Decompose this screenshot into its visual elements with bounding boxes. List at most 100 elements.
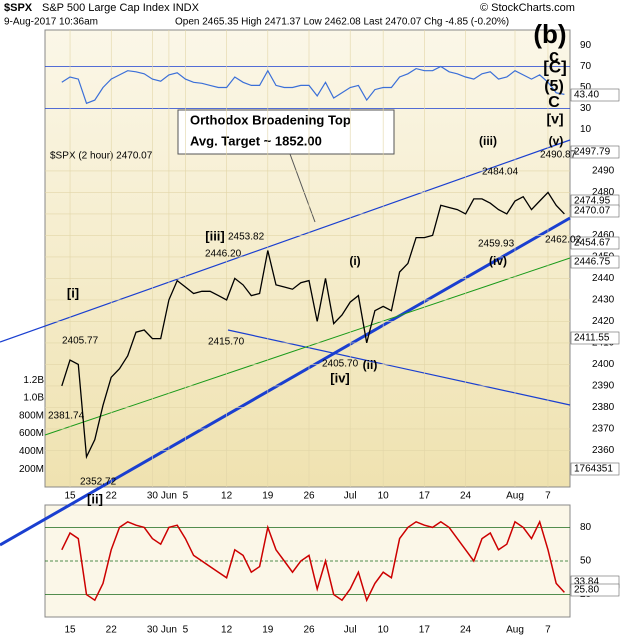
rsi-last: 43.40 [574, 90, 599, 101]
price-label-box [570, 236, 620, 250]
x-tick-label: 12 [221, 625, 233, 636]
wave-label: (iv) [489, 254, 507, 268]
osc-last-box [570, 583, 620, 597]
wave-label: (b) [533, 19, 566, 49]
x-tick-label: 12 [221, 491, 233, 502]
y-tick-label: 2430 [592, 295, 615, 306]
point-label: 2453.82 [228, 232, 265, 243]
y-tick-label: 2440 [592, 273, 615, 284]
x-tick-label: 26 [303, 491, 315, 502]
volume-last: 1764351 [574, 464, 613, 475]
wave-label: [v] [546, 111, 563, 127]
price-label: 2497.79 [574, 147, 611, 158]
wave-label: c [549, 46, 559, 66]
rsi-tick-label: 50 [580, 82, 592, 93]
y-tick-label: 2460 [592, 230, 615, 241]
credit: © StockCharts.com [480, 2, 575, 14]
subtitle: S&P 500 Large Cap Index INDX [42, 2, 200, 14]
y-tick-label: 2400 [592, 359, 615, 370]
price-label: 2474.95 [574, 196, 611, 207]
wave-label: (i) [349, 254, 360, 268]
wave-label: (iii) [479, 134, 497, 148]
wave-label: [iv] [330, 370, 350, 385]
price-label-box [570, 255, 620, 269]
price-label-box [570, 145, 620, 159]
x-tick-label: 19 [262, 625, 274, 636]
point-label: 2490.87 [540, 150, 577, 161]
x-tick-label: Aug [506, 625, 524, 636]
volume-tick-label: 1.0B [23, 393, 44, 404]
osc-tick-label: 50 [580, 556, 592, 567]
wave-label: (5) [544, 78, 564, 95]
date: 9-Aug-2017 10:36am [4, 17, 98, 28]
price-line [61, 191, 565, 460]
x-tick-label: 15 [64, 625, 76, 636]
point-label: 2381.74 [48, 411, 85, 422]
oscillator-line [61, 519, 565, 603]
callout-text: Orthodox Broadening Top [190, 112, 351, 127]
x-tick-label: 10 [378, 625, 390, 636]
title: $SPX [4, 2, 33, 14]
x-tick-label: Jun [161, 491, 177, 502]
point-label: 2405.77 [62, 336, 99, 347]
x-tick-label: 22 [106, 491, 118, 502]
x-tick-label: 7 [545, 491, 551, 502]
point-label: 2484.04 [482, 167, 519, 178]
y-tick-label: 2370 [592, 424, 615, 435]
y-tick-label: 2380 [592, 402, 615, 413]
price-panel [44, 29, 571, 488]
x-tick-label: Jul [344, 625, 357, 636]
price-label: 2454.67 [574, 238, 611, 249]
price-label: 2470.07 [574, 206, 611, 217]
upper-trendline [0, 139, 571, 343]
wave-label: (v) [549, 134, 564, 148]
wave-label: (ii) [363, 358, 378, 372]
callout-pointer [289, 153, 316, 223]
x-tick-label: 7 [545, 625, 551, 636]
x-tick-label: 5 [183, 491, 189, 502]
rsi-line [61, 65, 565, 105]
x-tick-label: 24 [460, 625, 472, 636]
callout-box [177, 109, 395, 155]
price-label: 2446.75 [574, 257, 611, 268]
volume-last-box [570, 462, 620, 476]
x-tick-label: 22 [106, 625, 118, 636]
rsi-tick-label: 10 [580, 124, 592, 135]
x-tick-label: 17 [419, 625, 431, 636]
lower-trendline [227, 329, 571, 406]
volume-tick-label: 200M [19, 464, 44, 475]
quote: Open 2465.35 High 2471.37 Low 2462.08 La… [175, 17, 509, 28]
y-tick-label: 2420 [592, 316, 615, 327]
x-tick-label: Aug [506, 491, 524, 502]
osc-last: 25.80 [574, 585, 599, 596]
volume-tick-label: 400M [19, 446, 44, 457]
moving-average [44, 257, 571, 436]
rsi-tick-label: 90 [580, 40, 592, 51]
callout-text: Avg. Target ~ 1852.00 [190, 133, 322, 148]
rsi-tick-label: 70 [580, 61, 592, 72]
price-label-box [570, 331, 620, 345]
price-label: 2411.55 [574, 333, 610, 344]
x-tick-label: 5 [183, 625, 189, 636]
x-tick-label: 10 [378, 491, 390, 502]
x-tick-label: 15 [64, 491, 76, 502]
legend: $SPX (2 hour) 2470.07 [50, 151, 153, 162]
rsi-tick-label: 30 [580, 103, 592, 114]
wave-label: [C] [543, 57, 567, 76]
wave-label: [ii] [87, 491, 103, 506]
point-label: 2446.20 [205, 249, 242, 260]
y-tick-label: 2490 [592, 166, 615, 177]
y-tick-label: 2480 [592, 187, 615, 198]
y-tick-label: 2360 [592, 445, 615, 456]
point-label: 2462.02 [545, 235, 582, 246]
osc-last: 33.84 [574, 577, 599, 588]
support-trendline [0, 216, 571, 547]
x-tick-label: 17 [419, 491, 431, 502]
osc-tick-label: 80 [580, 522, 592, 533]
point-label: 2459.93 [478, 239, 515, 250]
point-label: 2415.70 [208, 337, 245, 348]
x-tick-label: 26 [303, 625, 315, 636]
x-tick-label: 24 [460, 491, 472, 502]
x-tick-label: Jul [344, 491, 357, 502]
